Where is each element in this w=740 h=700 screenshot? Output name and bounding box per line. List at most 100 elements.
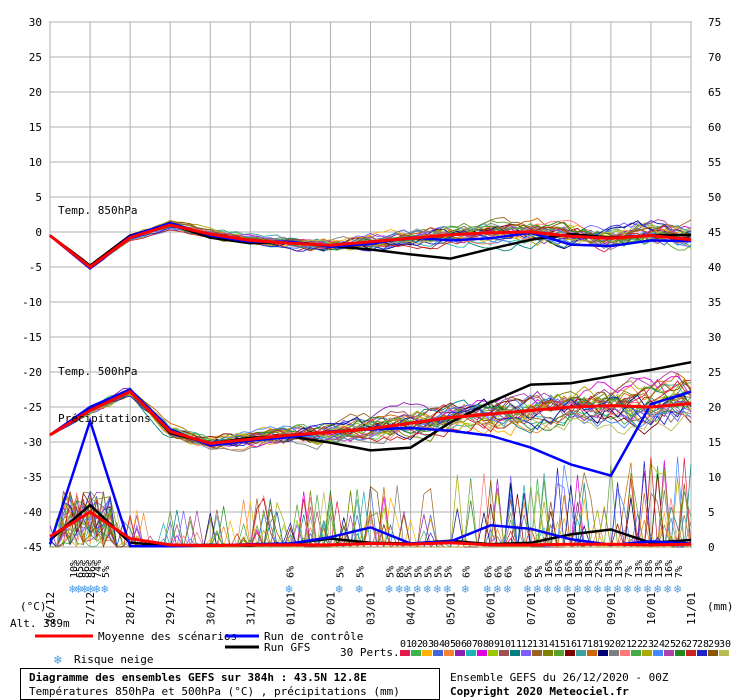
footer-title: Diagramme des ensembles GEFS sur 384h : … <box>29 671 367 684</box>
snow-risk-label: 86% <box>87 560 98 578</box>
member-swatch <box>653 650 663 656</box>
snow-risk-label: 18% <box>584 560 595 578</box>
member-swatch <box>543 650 553 656</box>
member-number: 02 <box>411 639 423 650</box>
x-tick-label: 28/12 <box>124 592 137 625</box>
member-number: 25 <box>664 639 676 650</box>
right-tick-label: 60 <box>708 121 721 134</box>
grid <box>49 21 692 548</box>
right-tick-label: 10 <box>708 471 721 484</box>
right-tick-label: 45 <box>708 226 721 239</box>
right-tick-label: 40 <box>708 261 721 274</box>
member-number: 28 <box>697 639 709 650</box>
member-number: 24 <box>653 639 665 650</box>
snowflake-icon: ❄ <box>624 582 631 596</box>
snow-risk-label: 5% <box>444 566 455 578</box>
snow-risk-label: 10% <box>69 560 80 578</box>
left-tick-label: -5 <box>29 261 42 274</box>
right-tick-label: 15 <box>708 436 721 449</box>
snow-risk-label: 18% <box>644 560 655 578</box>
member-swatch <box>620 650 630 656</box>
label-t850: Temp. 850hPa <box>58 204 137 217</box>
snow-risk-label: 8% <box>396 566 407 578</box>
member-number: 03 <box>422 639 434 650</box>
member-swatch <box>587 650 597 656</box>
left-axis-ticks: 30 25 20 15 10 5 0 -5 -10 -15 -20 -25 -30 -35 -40 -45 <box>22 16 42 554</box>
footer-box: Diagramme des ensembles GEFS sur 384h : … <box>20 668 440 700</box>
legend-snow-label: Risque neige <box>74 653 153 666</box>
x-tick-label: 31/12 <box>244 592 257 625</box>
legend-mean-label: Moyenne des scénarios <box>98 630 237 643</box>
member-legend: 0102030405060708091011121314151617181920… <box>400 639 731 656</box>
left-tick-label: -25 <box>22 401 42 414</box>
snowflake-icon: ❄ <box>444 582 451 596</box>
snowflake-icon: ❄ <box>594 582 601 596</box>
member-swatch <box>708 650 718 656</box>
right-tick-label: 0 <box>708 541 715 554</box>
member-swatch <box>488 650 498 656</box>
snowflake-icon: ❄ <box>614 582 621 596</box>
member-number: 22 <box>631 639 643 650</box>
member-number: 16 <box>565 639 577 650</box>
left-tick-label: 30 <box>29 16 42 29</box>
footer-copyright: Copyright 2020 Meteociel.fr <box>450 685 629 698</box>
snow-risk-label: 13% <box>634 560 645 578</box>
x-tick-label: 05/01 <box>445 592 458 625</box>
member-swatch <box>433 650 443 656</box>
snowflake-icon: ❄ <box>644 582 651 596</box>
legend-control-label: Run de contrôle <box>264 630 363 643</box>
snow-risk-label: 5% <box>424 566 435 578</box>
member-swatch <box>455 650 465 656</box>
snowflake-icon: ❄ <box>53 653 62 668</box>
snowflake-icon: ❄ <box>396 582 403 596</box>
snow-risk-label: 18% <box>574 560 585 578</box>
member-swatch <box>598 650 608 656</box>
snow-risk-label: 16% <box>544 560 555 578</box>
member-number: 11 <box>510 639 522 650</box>
snowflake-icon: ❄ <box>544 582 551 596</box>
right-tick-label: 50 <box>708 191 721 204</box>
snow-risk-label: 7% <box>624 566 635 578</box>
member-number: 26 <box>675 639 687 650</box>
control-precip-line <box>48 416 692 548</box>
snowflake-icon: ❄ <box>494 582 501 596</box>
snowflake-icon: ❄ <box>335 582 342 596</box>
left-tick-label: -15 <box>22 331 42 344</box>
snowflake-icon: ❄ <box>462 582 469 596</box>
snowflake-icon: ❄ <box>69 582 76 596</box>
member-number: 05 <box>444 639 456 650</box>
snow-risk-label: 16% <box>664 560 675 578</box>
x-tick-label: 27/12 <box>84 592 97 625</box>
snow-risk-label: 13% <box>654 560 665 578</box>
x-tick-label: 09/01 <box>605 592 618 625</box>
snowflake-icon: ❄ <box>93 582 100 596</box>
snowflake-icon: ❄ <box>81 582 88 596</box>
snowflake-icon: ❄ <box>564 582 571 596</box>
snowflake-icon: ❄ <box>285 582 292 596</box>
x-tick-label: 03/01 <box>365 592 378 625</box>
x-tick-label: 01/01 <box>284 592 297 625</box>
left-tick-label: -30 <box>22 436 42 449</box>
member-number: 21 <box>620 639 632 650</box>
snowflake-icon: ❄ <box>484 582 491 596</box>
member-swatch <box>642 650 652 656</box>
member-number: 07 <box>466 639 478 650</box>
member-swatch <box>521 650 531 656</box>
right-tick-label: 65 <box>708 86 721 99</box>
member-swatch <box>510 650 520 656</box>
right-tick-label: 30 <box>708 331 721 344</box>
x-tick-label: 11/01 <box>685 592 698 625</box>
member-number: 10 <box>499 639 511 650</box>
member-number: 23 <box>642 639 654 650</box>
left-tick-label: 0 <box>35 226 42 239</box>
legend-gfs-label: Run GFS <box>264 641 310 654</box>
member-swatch <box>532 650 542 656</box>
x-tick-label: 02/01 <box>324 592 337 625</box>
member-number: 17 <box>576 639 588 650</box>
member-swatch <box>719 650 729 656</box>
right-tick-label: 75 <box>708 16 721 29</box>
snow-risk-label: 6% <box>462 566 473 578</box>
right-axis-unit: (mm) <box>707 600 734 613</box>
x-tick-label: 26/12 <box>44 592 57 625</box>
